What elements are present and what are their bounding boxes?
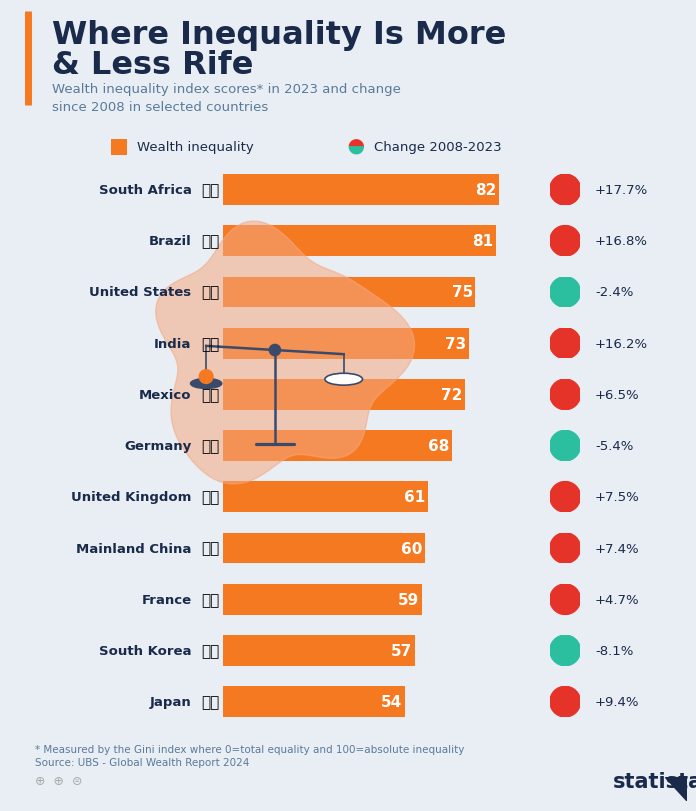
Text: Wealth inequality: Wealth inequality	[137, 141, 254, 154]
Text: * Measured by the Gini index where 0=total equality and 100=absolute inequality: * Measured by the Gini index where 0=tot…	[35, 744, 464, 753]
Circle shape	[550, 226, 580, 257]
Bar	[223, 533, 425, 564]
Text: -8.1%: -8.1%	[595, 644, 633, 657]
Text: 🇰🇷: 🇰🇷	[201, 643, 219, 658]
Text: 61: 61	[404, 490, 425, 504]
Bar	[223, 482, 428, 513]
Text: South Korea: South Korea	[99, 644, 191, 657]
Circle shape	[553, 485, 577, 509]
Circle shape	[550, 277, 580, 308]
Text: 59: 59	[397, 592, 419, 607]
Text: +16.2%: +16.2%	[595, 337, 648, 350]
Text: 68: 68	[428, 439, 449, 453]
Text: Japan: Japan	[150, 695, 191, 708]
Polygon shape	[349, 148, 363, 155]
Circle shape	[550, 431, 580, 461]
Circle shape	[550, 686, 580, 717]
Text: Source: UBS - Global Wealth Report 2024: Source: UBS - Global Wealth Report 2024	[35, 757, 249, 766]
Circle shape	[550, 482, 580, 513]
Text: 🇩🇪: 🇩🇪	[201, 439, 219, 453]
Text: 🇮🇳: 🇮🇳	[201, 337, 219, 351]
Text: 🇧🇷: 🇧🇷	[201, 234, 219, 249]
Circle shape	[554, 537, 576, 560]
Circle shape	[550, 328, 580, 359]
Text: +6.5%: +6.5%	[595, 388, 640, 401]
Text: 75: 75	[452, 285, 473, 300]
Text: Germany: Germany	[124, 440, 191, 453]
Ellipse shape	[191, 379, 222, 389]
Polygon shape	[665, 777, 687, 801]
Ellipse shape	[325, 374, 363, 386]
Bar	[223, 584, 422, 615]
Circle shape	[554, 384, 576, 406]
Bar	[223, 175, 499, 206]
Circle shape	[553, 638, 578, 663]
Text: 72: 72	[441, 388, 463, 402]
Text: 🇿🇦: 🇿🇦	[201, 182, 219, 198]
Text: 🇺🇸: 🇺🇸	[201, 285, 219, 300]
Circle shape	[550, 175, 580, 206]
Polygon shape	[349, 140, 363, 148]
Text: +17.7%: +17.7%	[595, 184, 649, 197]
Circle shape	[550, 584, 580, 615]
Circle shape	[550, 635, 580, 666]
Text: France: France	[141, 593, 191, 606]
Text: Brazil: Brazil	[149, 235, 191, 248]
Text: Mainland China: Mainland China	[76, 542, 191, 555]
Text: 60: 60	[401, 541, 422, 556]
Text: 82: 82	[475, 182, 496, 198]
Text: +16.8%: +16.8%	[595, 235, 648, 248]
Circle shape	[554, 435, 576, 457]
Bar	[223, 686, 404, 717]
Text: 🇯🇵: 🇯🇵	[201, 694, 219, 710]
Bar	[223, 635, 415, 666]
Text: 54: 54	[381, 694, 402, 710]
Text: 57: 57	[391, 643, 412, 658]
Text: statista: statista	[612, 770, 696, 791]
Text: +7.5%: +7.5%	[595, 491, 640, 504]
Text: -5.4%: -5.4%	[595, 440, 633, 453]
Text: +7.4%: +7.4%	[595, 542, 640, 555]
Text: -2.4%: -2.4%	[595, 286, 633, 299]
Text: +9.4%: +9.4%	[595, 695, 640, 708]
Circle shape	[560, 287, 571, 298]
Text: United Kingdom: United Kingdom	[71, 491, 191, 504]
Text: Change 2008-2023: Change 2008-2023	[374, 141, 502, 154]
Circle shape	[555, 590, 575, 609]
Polygon shape	[156, 221, 415, 484]
Text: & Less Rife: & Less Rife	[52, 50, 253, 81]
Text: 🇬🇧: 🇬🇧	[201, 490, 219, 504]
Circle shape	[550, 328, 580, 359]
Text: +4.7%: +4.7%	[595, 593, 640, 606]
Text: Mexico: Mexico	[139, 388, 191, 401]
Text: 🇫🇷: 🇫🇷	[201, 592, 219, 607]
Circle shape	[269, 345, 280, 356]
Text: Wealth inequality index scores* in 2023 and change
since 2008 in selected countr: Wealth inequality index scores* in 2023 …	[52, 83, 401, 114]
Text: United States: United States	[89, 286, 191, 299]
Bar	[223, 380, 466, 410]
Circle shape	[199, 371, 213, 384]
Text: 81: 81	[472, 234, 493, 249]
Circle shape	[550, 380, 580, 410]
Text: ⊕  ⊕  ⊜: ⊕ ⊕ ⊜	[35, 774, 82, 787]
Bar	[223, 328, 468, 359]
Text: 🇨🇳: 🇨🇳	[201, 541, 219, 556]
Circle shape	[550, 533, 580, 564]
Circle shape	[551, 227, 580, 256]
Bar	[223, 277, 475, 308]
Text: 🇲🇽: 🇲🇽	[201, 388, 219, 402]
Circle shape	[550, 175, 580, 206]
Text: 73: 73	[445, 337, 466, 351]
Text: Where Inequality Is More: Where Inequality Is More	[52, 20, 507, 51]
Text: South Africa: South Africa	[99, 184, 191, 197]
Bar	[223, 226, 496, 257]
Text: India: India	[154, 337, 191, 350]
Circle shape	[551, 689, 579, 715]
Bar	[223, 431, 452, 461]
